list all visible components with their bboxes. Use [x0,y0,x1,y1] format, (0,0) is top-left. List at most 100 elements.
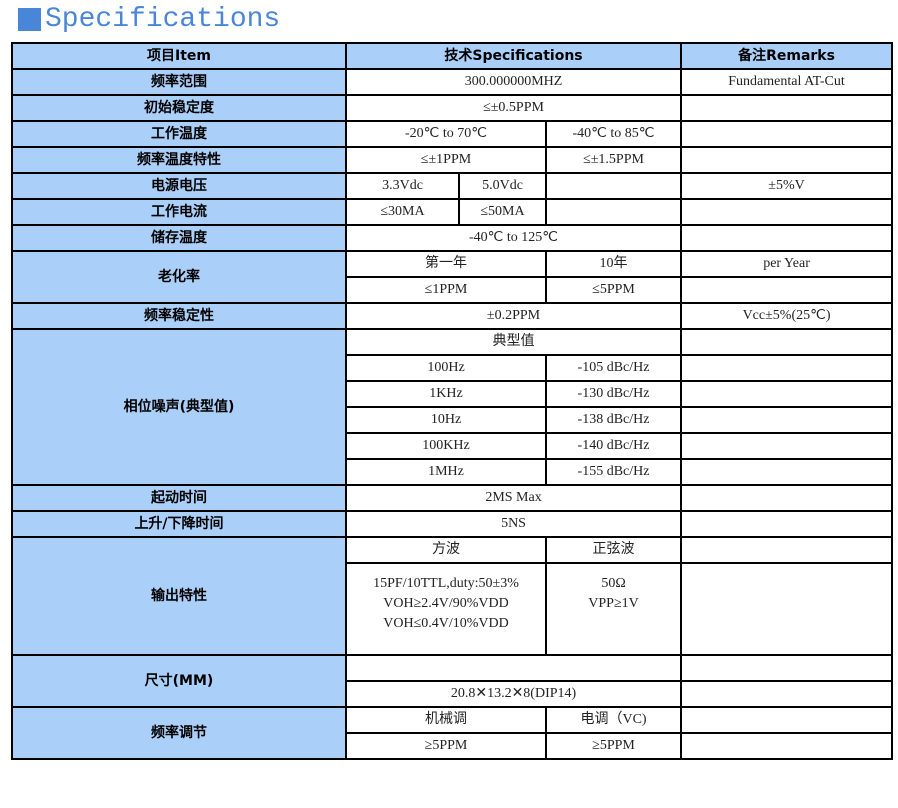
cell [680,680,894,708]
cell [680,510,894,538]
header-row: 项目Item 技术Specifications 备注Remarks [11,42,894,70]
cell [344,654,683,682]
cell: 正弦波 [544,536,683,564]
cell: 20.8✕13.2✕8(DIP14) [344,680,683,708]
cell: ≥5PPM [345,732,547,760]
cell [680,94,894,122]
cell [680,120,894,148]
cell: 50Ω VPP≥1V [544,562,683,656]
cell [680,328,894,356]
cell [680,406,894,434]
table-row: 100KHz -140 dBc/Hz [12,432,894,460]
cell [680,146,894,174]
table-row: 频率温度特性 ≤±1PPM ≤±1.5PPM [11,146,894,174]
table-row: 上升/下降时间 5NS [11,510,894,538]
cell: 第一年 [345,250,547,278]
spec-table: 项目Item 技术Specifications 备注Remarks 频率范围 3… [11,42,894,760]
square-bullet-icon [18,7,41,31]
cell: ≤5PPM [544,276,683,304]
cell: 15PF/10TTL,duty:50±3% VOH≥2.4V/90%VDD VO… [345,562,547,656]
header-item: 项目Item [11,42,347,70]
line: VOH≤0.4V/10%VDD [383,616,509,631]
cell [680,224,894,252]
table-row: 频率调节 机械调 电调（VC) [11,706,894,760]
table-row: 储存温度 -40℃ to 125℃ [11,224,894,252]
table-row: 频率稳定性 ±0.2PPM Vcc±5%(25℃) [11,302,894,330]
cell [680,562,894,656]
row-label: 工作电流 [11,198,347,226]
cell: 电调（VC) [544,706,683,734]
cell [544,198,683,226]
cell: 1KHz [345,380,547,408]
table-row: 20.8✕13.2✕8(DIP14) [12,680,894,708]
row-label: 电源电压 [11,172,347,200]
cell [680,432,894,460]
cell: ≤50MA [458,198,547,226]
table-row: 相位噪声(典型值) 典型值 [11,328,894,486]
cell: -138 dBc/Hz [544,406,683,434]
cell [680,654,894,682]
table-row: 输出特性 方波 正弦波 [11,536,894,656]
cell: 3.3Vdc [345,172,460,200]
cell: ≤±1.5PPM [544,146,683,174]
row-label: 相位噪声(典型值) [11,328,347,486]
table-row: 老化率 第一年 10年 per Year [11,250,894,304]
table-row: 1KHz -130 dBc/Hz [12,380,894,408]
row-label: 频率温度特性 [11,146,347,174]
table-row: ≤1PPM ≤5PPM [12,276,894,304]
line: VPP≥1V [588,596,639,611]
section-title: Specifications [18,2,280,36]
header-spec: 技术Specifications [344,42,683,70]
line: 50Ω [601,576,626,591]
cell: 10年 [544,250,683,278]
cell: -130 dBc/Hz [544,380,683,408]
cell: ≤±1PPM [345,146,547,174]
table-row: 初始稳定度 ≤±0.5PPM [11,94,894,122]
table-row: 工作温度 -20℃ to 70℃ -40℃ to 85℃ [11,120,894,148]
row-label: 起动时间 [11,484,347,512]
table-row: ≥5PPM ≥5PPM [12,732,894,760]
cell: Fundamental AT-Cut [680,68,894,96]
line: 15PF/10TTL,duty:50±3% [373,576,519,591]
row-label: 上升/下降时间 [11,510,347,538]
cell [680,732,894,760]
cell: ≤1PPM [345,276,547,304]
table-row: 15PF/10TTL,duty:50±3% VOH≥2.4V/90%VDD VO… [12,562,894,656]
row-label: 频率调节 [11,706,347,760]
cell: 2MS Max [344,484,683,512]
cell: ±5%V [680,172,894,200]
cell: per Year [680,250,894,278]
cell [680,380,894,408]
cell: Vcc±5%(25℃) [680,302,894,330]
cell: 1MHz [345,458,547,486]
cell [680,706,894,734]
cell: -40℃ to 125℃ [344,224,683,252]
cell: ≤30MA [345,198,460,226]
cell: -140 dBc/Hz [544,432,683,460]
cell: 100KHz [345,432,547,460]
row-label: 工作温度 [11,120,347,148]
cell: ≤±0.5PPM [344,94,683,122]
row-label: 初始稳定度 [11,94,347,122]
row-label: 频率稳定性 [11,302,347,330]
row-label: 老化率 [11,250,347,304]
row-label: 储存温度 [11,224,347,252]
cell: -105 dBc/Hz [544,354,683,382]
header-remarks: 备注Remarks [680,42,894,70]
cell: 方波 [345,536,547,564]
cell [544,172,683,200]
cell: 10Hz [345,406,547,434]
table-row: 工作电流 ≤30MA ≤50MA [11,198,894,226]
cell [680,458,894,486]
cell: 5NS [344,510,683,538]
row-label: 频率范围 [11,68,347,96]
cell [680,484,894,512]
cell [680,198,894,226]
table-row: 10Hz -138 dBc/Hz [12,406,894,434]
cell [680,354,894,382]
cell: ±0.2PPM [344,302,683,330]
table-row: 起动时间 2MS Max [11,484,894,512]
cell: 300.000000MHZ [344,68,683,96]
cell [680,276,894,304]
table-row: 100Hz -105 dBc/Hz [12,354,894,382]
